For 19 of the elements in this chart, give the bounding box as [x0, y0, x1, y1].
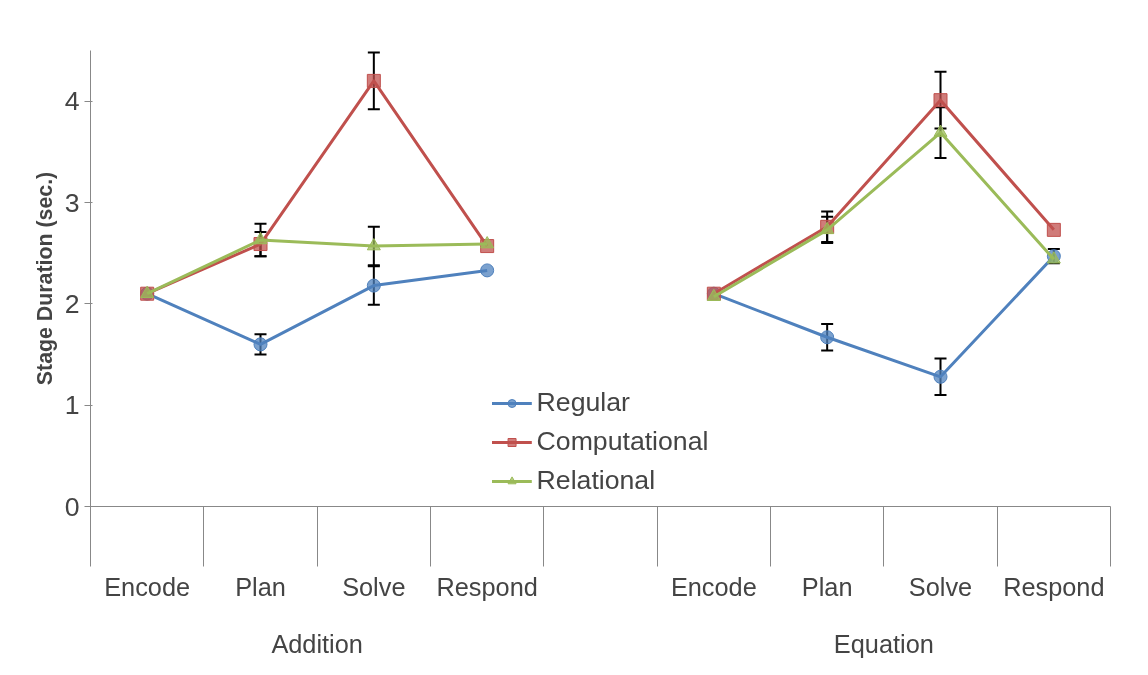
- x-tick-label: Solve: [908, 572, 973, 601]
- x-tick-label: Solve: [342, 572, 406, 601]
- legend-label: Regular: [536, 387, 630, 418]
- y-tick-label: 3: [64, 187, 80, 218]
- y-tick-label: 4: [64, 86, 80, 117]
- y-tick-label: 2: [64, 288, 80, 319]
- text: Equation: [833, 629, 934, 658]
- legend-label: Computational: [536, 426, 709, 457]
- y-tick-label: 1: [64, 390, 80, 421]
- x-tick-label: Plan: [235, 572, 286, 601]
- x-tick-label: Respond: [1003, 572, 1105, 601]
- y-tick-label: 0: [64, 491, 80, 522]
- legend-label: Relational: [536, 465, 656, 496]
- x-tick-label: Plan: [801, 572, 853, 601]
- text: Addition: [271, 629, 363, 658]
- x-tick-label: Encode: [670, 572, 757, 601]
- y-axis-title: Stage Duration (sec.): [32, 171, 57, 386]
- x-tick-label: Encode: [104, 572, 191, 601]
- x-tick-label: Respond: [436, 572, 538, 601]
